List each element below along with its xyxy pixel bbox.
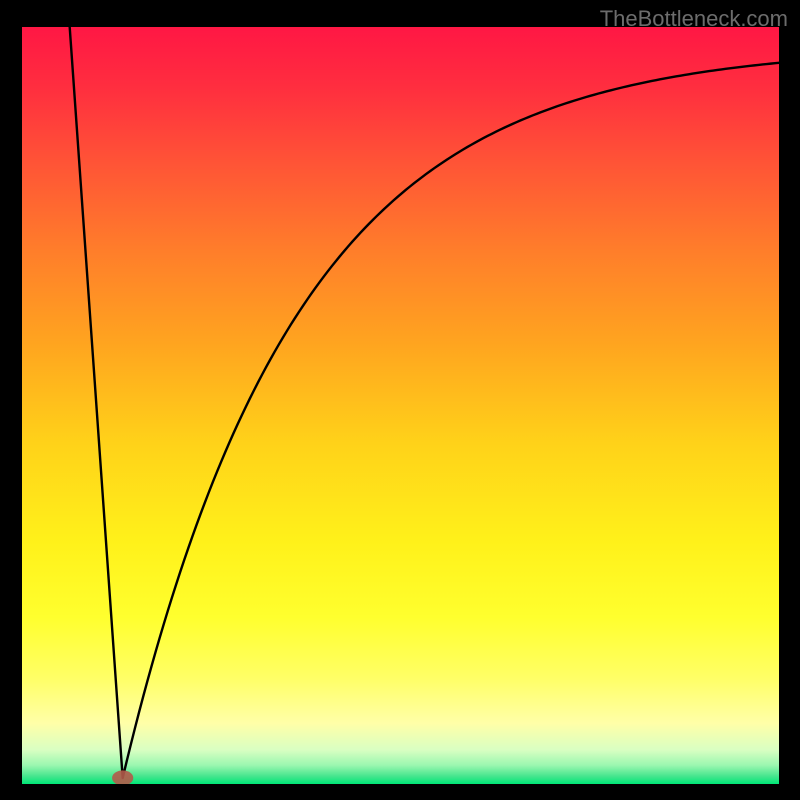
plot-area	[22, 27, 779, 784]
watermark-label: TheBottleneck.com	[600, 6, 788, 32]
gradient-background	[22, 27, 779, 784]
chart-svg	[22, 27, 779, 784]
chart-container: TheBottleneck.com	[0, 0, 800, 800]
